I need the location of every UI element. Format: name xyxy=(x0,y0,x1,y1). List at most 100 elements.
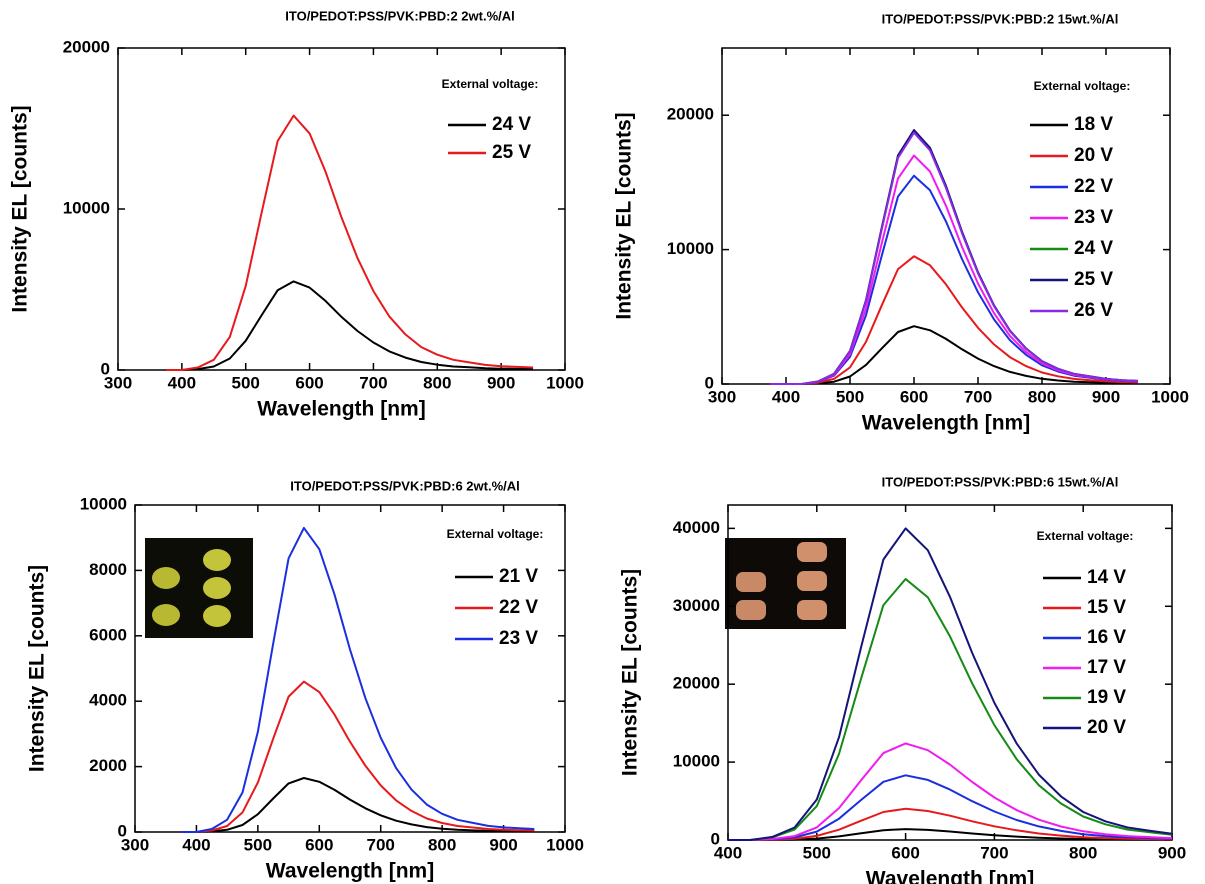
chart-title: ITO/PEDOT:PSS/PVK:PBD:2 2wt.%/Al xyxy=(285,8,514,23)
y-tick-label: 20000 xyxy=(63,37,110,56)
x-tick-label: 500 xyxy=(232,373,260,392)
spectrum-line xyxy=(770,325,1139,385)
spectrum-line xyxy=(770,255,1139,385)
spectrum-line xyxy=(165,114,534,371)
x-tick-label: 700 xyxy=(359,373,387,392)
inset-photo xyxy=(725,538,846,629)
x-tick-label: 400 xyxy=(168,373,196,392)
spectrum-line xyxy=(728,828,1173,841)
spectrum-line xyxy=(181,526,535,833)
legend-label: 17 V xyxy=(1087,657,1126,678)
spectrum-line xyxy=(728,527,1173,841)
legend-label: 22 V xyxy=(499,597,538,618)
chart-title: ITO/PEDOT:PSS/PVK:PBD:2 15wt.%/Al xyxy=(882,11,1119,26)
y-tick-label: 6000 xyxy=(89,625,127,644)
spectrum-line xyxy=(181,680,535,833)
y-tick-label: 0 xyxy=(101,359,110,378)
legend-label: 25 V xyxy=(1074,269,1113,290)
x-axis-label: Wavelength [nm] xyxy=(257,398,425,421)
y-tick-label: 10000 xyxy=(63,198,110,217)
legend-title: External voltage: xyxy=(442,77,539,91)
y-tick-label: 10000 xyxy=(667,239,714,258)
plot-frame xyxy=(117,47,566,371)
y-tick-label: 8000 xyxy=(89,560,127,579)
x-axis-label: Wavelength [nm] xyxy=(862,412,1030,435)
legend-label: 26 V xyxy=(1074,300,1113,321)
x-tick-label: 500 xyxy=(803,843,831,862)
chart-title: ITO/PEDOT:PSS/PVK:PBD:6 15wt.%/Al xyxy=(882,474,1119,489)
spectrum-line xyxy=(728,578,1173,841)
legend-label: 14 V xyxy=(1087,567,1126,588)
x-tick-label: 500 xyxy=(244,835,272,854)
plot-frame xyxy=(721,47,1171,385)
x-tick-label: 600 xyxy=(305,835,333,854)
spectrum-line xyxy=(728,742,1173,841)
x-tick-label: 900 xyxy=(1158,843,1186,862)
x-axis-label: Wavelength [nm] xyxy=(866,868,1034,884)
legend-label: 15 V xyxy=(1087,597,1126,618)
y-tick-label: 10000 xyxy=(80,494,127,513)
legend-label: 25 V xyxy=(492,142,531,163)
x-tick-label: 400 xyxy=(182,835,210,854)
y-axis-label: Intensity EL [counts] xyxy=(619,569,642,776)
y-tick-label: 40000 xyxy=(673,518,720,537)
y-tick-label: 10000 xyxy=(673,752,720,771)
x-tick-label: 1000 xyxy=(546,373,584,392)
x-tick-label: 800 xyxy=(1028,387,1056,406)
legend-label: 18 V xyxy=(1074,114,1113,135)
y-tick-label: 30000 xyxy=(673,596,720,615)
x-tick-label: 600 xyxy=(295,373,323,392)
spectrum-line xyxy=(181,777,535,833)
plot-frame xyxy=(134,504,566,833)
y-tick-label: 20000 xyxy=(673,674,720,693)
y-axis-label: Intensity EL [counts] xyxy=(26,565,49,772)
x-tick-label: 1000 xyxy=(546,835,584,854)
x-tick-label: 700 xyxy=(980,843,1008,862)
legend-label: 23 V xyxy=(499,628,538,649)
legend-label: 20 V xyxy=(1087,717,1126,738)
legend-label: 21 V xyxy=(499,566,538,587)
chart-title: ITO/PEDOT:PSS/PVK:PBD:6 2wt.%/Al xyxy=(290,478,519,493)
x-tick-label: 600 xyxy=(891,843,919,862)
x-tick-label: 600 xyxy=(900,387,928,406)
y-tick-label: 0 xyxy=(711,829,720,848)
x-tick-label: 500 xyxy=(836,387,864,406)
legend-title: External voltage: xyxy=(447,527,544,541)
x-tick-label: 300 xyxy=(708,387,736,406)
spectrum-line xyxy=(165,280,534,371)
legend-label: 23 V xyxy=(1074,207,1113,228)
y-tick-label: 0 xyxy=(118,821,127,840)
x-tick-label: 1000 xyxy=(1151,387,1189,406)
legend-label: 16 V xyxy=(1087,627,1126,648)
y-tick-label: 0 xyxy=(705,373,714,392)
x-tick-label: 800 xyxy=(428,835,456,854)
x-tick-label: 700 xyxy=(367,835,395,854)
x-tick-label: 300 xyxy=(104,373,132,392)
x-tick-label: 300 xyxy=(121,835,149,854)
y-axis-label: Intensity EL [counts] xyxy=(613,112,636,319)
legend-title: External voltage: xyxy=(1037,529,1134,543)
spectrum-line xyxy=(770,131,1139,385)
legend-label: 24 V xyxy=(1074,238,1113,259)
x-tick-label: 900 xyxy=(489,835,517,854)
legend-label: 20 V xyxy=(1074,145,1113,166)
y-tick-label: 20000 xyxy=(667,105,714,124)
x-tick-label: 700 xyxy=(964,387,992,406)
spectrum-line xyxy=(728,774,1173,841)
legend-title: External voltage: xyxy=(1034,79,1131,93)
x-tick-label: 400 xyxy=(714,843,742,862)
x-axis-label: Wavelength [nm] xyxy=(266,860,434,883)
y-tick-label: 2000 xyxy=(89,756,127,775)
x-tick-label: 900 xyxy=(1092,387,1120,406)
plot-frame xyxy=(727,504,1173,841)
x-tick-label: 400 xyxy=(772,387,800,406)
legend-label: 24 V xyxy=(492,114,531,135)
inset-photo xyxy=(145,538,253,638)
spectrum-line xyxy=(728,807,1173,841)
y-tick-label: 4000 xyxy=(89,691,127,710)
y-axis-label: Intensity EL [counts] xyxy=(9,105,32,312)
legend-label: 19 V xyxy=(1087,687,1126,708)
x-tick-label: 800 xyxy=(423,373,451,392)
legend-label: 22 V xyxy=(1074,176,1113,197)
